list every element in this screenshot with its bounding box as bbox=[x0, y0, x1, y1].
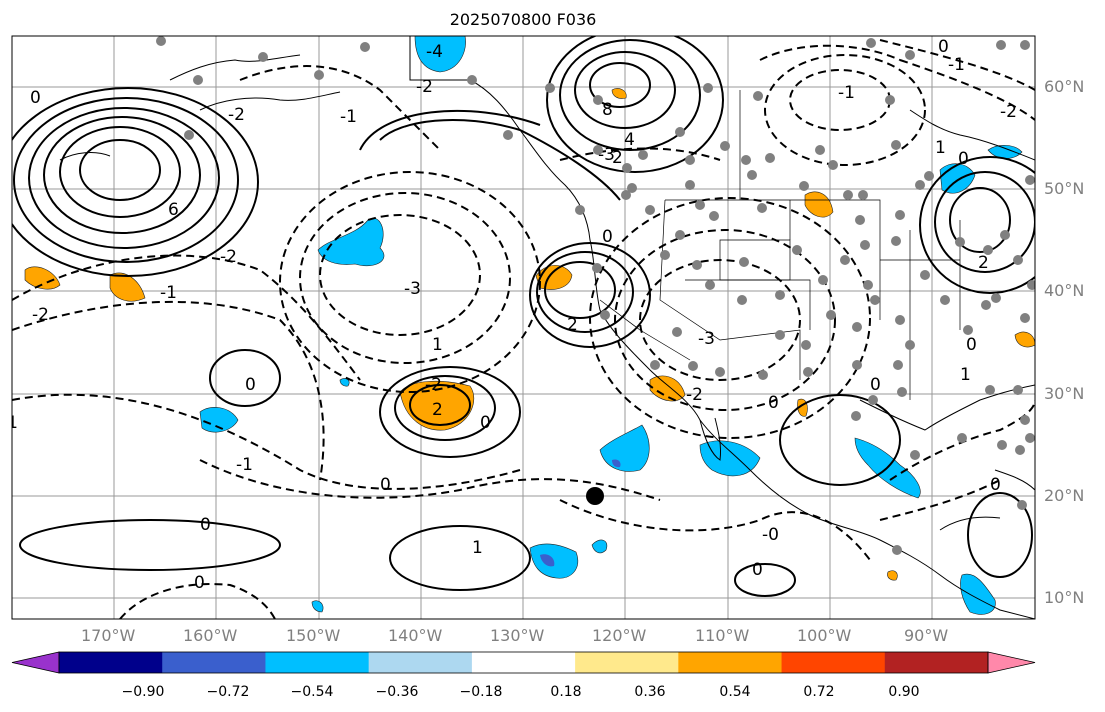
contour-label: -3 bbox=[404, 279, 421, 299]
contour-label: 0 bbox=[245, 375, 256, 395]
lat-label-60n: 60°N bbox=[1044, 77, 1085, 96]
colorbar bbox=[11, 651, 1036, 674]
contour-label: 2 bbox=[567, 315, 578, 335]
contour-label: -0 bbox=[762, 525, 779, 545]
contour-label: 2 bbox=[978, 253, 989, 273]
contour-label: 1 bbox=[472, 538, 483, 558]
positive-anomaly-fills bbox=[24, 88, 1035, 581]
contour-label: 1 bbox=[432, 335, 443, 355]
colorbar-segment bbox=[59, 652, 163, 673]
map-title: 2025070800 F036 bbox=[449, 10, 597, 29]
lat-label-20n: 20°N bbox=[1044, 486, 1085, 505]
contour-label: 0 bbox=[380, 475, 391, 495]
negative-contours bbox=[12, 39, 1035, 619]
coastlines bbox=[59, 36, 1035, 619]
colorbar-frame bbox=[58, 651, 989, 674]
contour-label: -2 bbox=[416, 77, 433, 97]
contour-label: 1 bbox=[960, 365, 971, 385]
lon-label-140w: 140°W bbox=[388, 626, 443, 645]
colorbar-tick-label: 0.36 bbox=[634, 684, 666, 700]
contour-label: 2 bbox=[432, 400, 443, 420]
colorbar-segment bbox=[471, 652, 576, 673]
colorbar-tick-label: −0.36 bbox=[375, 684, 419, 700]
lon-label-120w: 120°W bbox=[592, 626, 647, 645]
contour-label: 1 bbox=[935, 138, 946, 158]
contour-label: 0 bbox=[200, 515, 211, 535]
contour-label: 0 bbox=[602, 227, 613, 247]
contour-label: 2 bbox=[612, 148, 623, 168]
colorbar-extend-high bbox=[987, 651, 1036, 674]
contour-label: -1 bbox=[1, 413, 18, 433]
contour-label: 0 bbox=[480, 413, 491, 433]
colorbar-extend-low bbox=[11, 651, 60, 674]
colorbar-segment bbox=[781, 652, 886, 673]
plot-frame bbox=[11, 35, 1036, 620]
center-marker bbox=[586, 487, 604, 505]
contour-label: -1 bbox=[340, 107, 357, 127]
contour-label: 0 bbox=[768, 393, 779, 413]
contour-label: 0 bbox=[990, 475, 1001, 495]
state-borders bbox=[599, 90, 961, 400]
colorbar-segment bbox=[575, 652, 679, 673]
contour-label: -1 bbox=[160, 283, 177, 303]
colorbar-tick-label: −0.18 bbox=[459, 684, 503, 700]
contour-label: -3 bbox=[698, 329, 715, 349]
contour-label: 0 bbox=[870, 375, 881, 395]
lat-label-40n: 40°N bbox=[1044, 281, 1085, 300]
colorbar-tick-label: −0.54 bbox=[290, 684, 334, 700]
lon-label-90w: 90°W bbox=[904, 626, 949, 645]
colorbar-tick-label: 0.72 bbox=[803, 684, 835, 700]
station-markers bbox=[156, 36, 1035, 555]
lon-label-100w: 100°W bbox=[797, 626, 852, 645]
colorbar-segment bbox=[884, 652, 989, 673]
contour-label: -2 bbox=[1000, 102, 1017, 122]
colorbar-tick-label: −0.90 bbox=[121, 684, 165, 700]
lon-label-170w: 170°W bbox=[81, 626, 136, 645]
lat-label-30n: 30°N bbox=[1044, 384, 1085, 403]
colorbar-segment bbox=[265, 652, 370, 673]
contour-label: 0 bbox=[958, 149, 969, 169]
positive-contours bbox=[12, 36, 1035, 597]
colorbar-tick-label: 0.90 bbox=[888, 684, 920, 700]
lon-label-110w: 110°W bbox=[695, 626, 750, 645]
lon-label-160w: 160°W bbox=[183, 626, 238, 645]
colorbar-segment bbox=[162, 652, 266, 673]
contour-label: -2 bbox=[686, 385, 703, 405]
strong-negative-fills bbox=[540, 459, 621, 567]
lat-label-50n: 50°N bbox=[1044, 179, 1085, 198]
contour-label: -2 bbox=[425, 375, 442, 395]
lat-label-10n: 10°N bbox=[1044, 588, 1085, 607]
contour-label: -3 bbox=[598, 145, 615, 165]
contour-label: 0 bbox=[752, 560, 763, 580]
contour-label: 0 bbox=[938, 37, 949, 57]
colorbar-tick-label: −0.72 bbox=[206, 684, 250, 700]
contour-label: 6 bbox=[168, 200, 179, 220]
contour-label: -2 bbox=[220, 247, 237, 267]
contour-label: 0 bbox=[30, 88, 41, 108]
contour-label: 0 bbox=[194, 573, 205, 593]
colorbar-segment bbox=[678, 652, 783, 673]
contour-label: 8 bbox=[602, 100, 613, 120]
contour-label: -1 bbox=[838, 83, 855, 103]
colorbar-segment bbox=[368, 652, 473, 673]
lon-label-150w: 150°W bbox=[286, 626, 341, 645]
contour-label: -1 bbox=[236, 455, 253, 475]
colorbar-tick-label: 0.18 bbox=[550, 684, 582, 700]
contour-label: 0 bbox=[966, 335, 977, 355]
contour-label: -4 bbox=[426, 42, 443, 62]
contour-label: 4 bbox=[624, 130, 635, 150]
graticule bbox=[12, 36, 1035, 619]
contour-label-group: -4 -2 0 -1 -2 8 6 4 2 -3 0 -2 -1 -3 2 -2… bbox=[1, 37, 1017, 593]
contour-label: -1 bbox=[948, 55, 965, 75]
colorbar-tick-label: 0.54 bbox=[719, 684, 751, 700]
contour-label: -2 bbox=[32, 305, 49, 325]
lon-label-130w: 130°W bbox=[490, 626, 545, 645]
contour-label: -2 bbox=[228, 105, 245, 125]
